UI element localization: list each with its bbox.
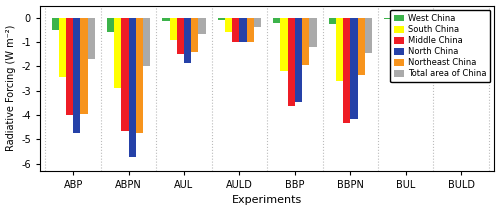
Bar <box>336 18 343 81</box>
Bar <box>384 18 392 19</box>
Bar <box>280 18 287 71</box>
Bar <box>454 18 461 42</box>
Bar <box>122 18 128 131</box>
Bar <box>343 18 350 123</box>
Bar <box>461 18 468 38</box>
Bar <box>358 18 364 75</box>
Bar <box>310 18 316 47</box>
Bar <box>88 18 95 59</box>
Bar <box>66 18 73 115</box>
Bar <box>191 18 198 52</box>
Bar <box>198 18 205 34</box>
Bar <box>392 18 398 38</box>
Bar <box>58 18 66 77</box>
Bar <box>107 18 114 32</box>
Bar <box>80 18 87 114</box>
Bar <box>73 18 80 133</box>
Bar <box>162 18 170 21</box>
Bar <box>274 18 280 23</box>
Bar <box>447 18 454 30</box>
Bar <box>288 18 295 106</box>
Bar <box>476 18 483 25</box>
Bar <box>184 18 191 63</box>
Bar <box>240 18 246 42</box>
Bar <box>468 18 475 31</box>
X-axis label: Experiments: Experiments <box>232 195 302 206</box>
Bar <box>350 18 358 119</box>
Bar <box>406 18 413 47</box>
Bar <box>170 18 177 40</box>
Bar <box>420 18 428 30</box>
Legend: West China, South China, Middle China, North China, Northeast China, Total area : West China, South China, Middle China, N… <box>390 10 490 83</box>
Bar <box>246 18 254 42</box>
Bar <box>413 18 420 36</box>
Bar <box>295 18 302 101</box>
Bar <box>398 18 406 49</box>
Y-axis label: Radiative Forcing (W m⁻²): Radiative Forcing (W m⁻²) <box>6 25 16 151</box>
Bar <box>232 18 239 42</box>
Bar <box>128 18 136 157</box>
Bar <box>364 18 372 53</box>
Bar <box>225 18 232 32</box>
Bar <box>143 18 150 66</box>
Bar <box>218 18 225 20</box>
Bar <box>114 18 122 88</box>
Bar <box>136 18 143 133</box>
Bar <box>302 18 310 65</box>
Bar <box>328 18 336 24</box>
Bar <box>254 18 261 27</box>
Bar <box>52 18 59 30</box>
Bar <box>177 18 184 54</box>
